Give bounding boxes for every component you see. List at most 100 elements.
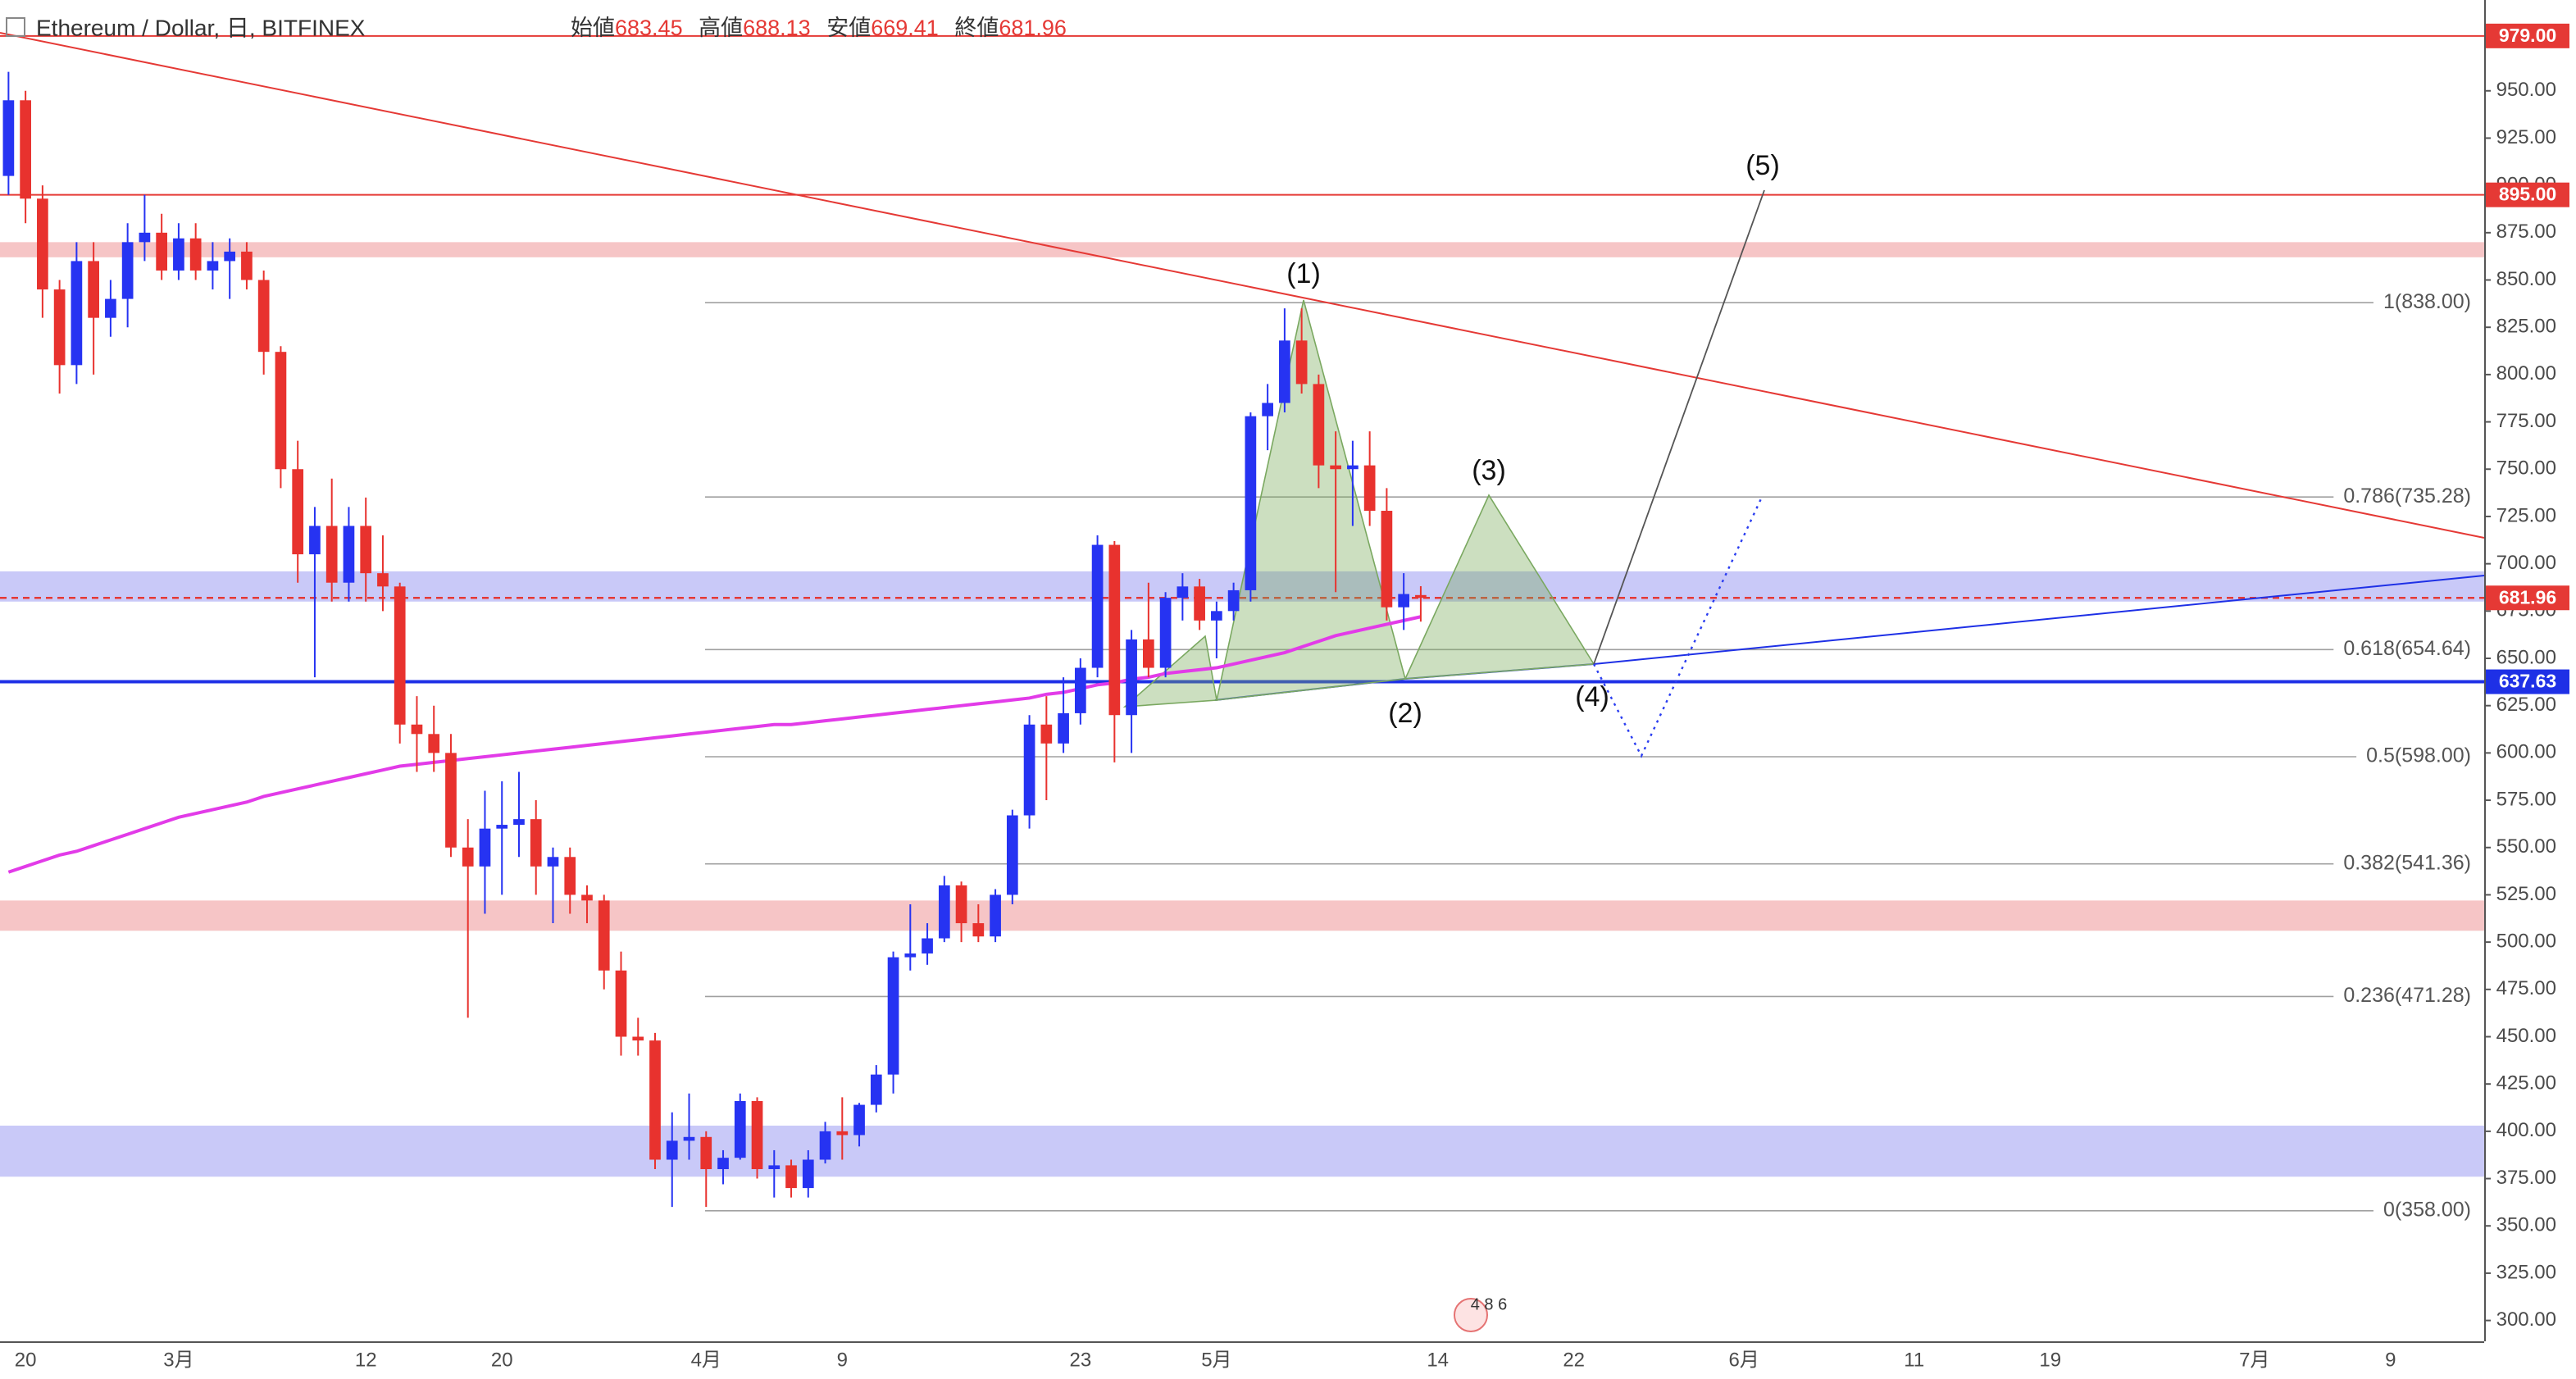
y-tick-label: 750.00 bbox=[2496, 457, 2556, 480]
y-tick-label: 550.00 bbox=[2496, 835, 2556, 858]
x-tick-label: 19 bbox=[2039, 1349, 2061, 1371]
y-tick-label: 500.00 bbox=[2496, 930, 2556, 952]
candle-body bbox=[173, 238, 184, 271]
candle-body bbox=[768, 1165, 781, 1170]
ohlc-value: 681.96 bbox=[999, 16, 1067, 40]
wave-label: (2) bbox=[1388, 698, 1422, 729]
trend-line bbox=[0, 32, 2485, 539]
y-tick-label: 725.00 bbox=[2496, 504, 2556, 526]
price-box-label: 895.00 bbox=[2499, 184, 2556, 205]
candle-body bbox=[275, 352, 287, 470]
event-icon[interactable] bbox=[1454, 1298, 1488, 1332]
candle-body bbox=[37, 198, 48, 290]
candle-body bbox=[2, 100, 15, 176]
candle-body bbox=[1227, 589, 1240, 612]
projection-line bbox=[1593, 189, 1765, 665]
candle-body bbox=[955, 885, 967, 924]
y-tick-label: 525.00 bbox=[2496, 883, 2556, 905]
y-tick-label: 875.00 bbox=[2496, 221, 2556, 243]
ohlc-label: 安値 bbox=[826, 16, 871, 40]
zone bbox=[0, 242, 2484, 257]
y-tick-label: 350.00 bbox=[2496, 1214, 2556, 1236]
candle-body bbox=[700, 1136, 712, 1170]
candle-body bbox=[922, 938, 933, 953]
x-tick-label: 20 bbox=[491, 1349, 513, 1371]
candle-body bbox=[870, 1074, 882, 1105]
header: Ethereum / Dollar, 日, BITFINEX 始値683.45 … bbox=[6, 15, 1507, 1332]
candle-body bbox=[717, 1158, 729, 1170]
candle-body bbox=[411, 724, 423, 735]
y-tick-label: 625.00 bbox=[2496, 694, 2556, 716]
y-tick-label: 925.00 bbox=[2496, 126, 2556, 148]
y-tick-label: 825.00 bbox=[2496, 316, 2556, 338]
candle-body bbox=[53, 289, 66, 366]
ohlc-header: 始値683.45 高値688.13 安値669.41 終値681.96 bbox=[571, 16, 1067, 40]
candle-body bbox=[445, 753, 457, 848]
candle-body bbox=[207, 261, 219, 271]
zone bbox=[0, 1125, 2484, 1177]
candle-body bbox=[513, 819, 525, 826]
candle-body bbox=[1279, 340, 1290, 403]
price-box-label: 681.96 bbox=[2499, 586, 2556, 608]
y-tick-label: 400.00 bbox=[2496, 1119, 2556, 1141]
candle-body bbox=[530, 819, 542, 867]
candle-body bbox=[615, 970, 627, 1037]
fib-label: 1(838.00) bbox=[2383, 290, 2471, 313]
candle-body bbox=[632, 1036, 644, 1041]
y-tick-label: 650.00 bbox=[2496, 646, 2556, 668]
candle-body bbox=[1126, 639, 1137, 716]
x-tick-label: 11 bbox=[1904, 1349, 1924, 1371]
candle-body bbox=[1381, 511, 1393, 608]
background-layer: 1(838.00) 0.786(735.28) 0.618(654.64) 0.5(5… bbox=[0, 34, 2484, 1221]
price-box-label: 979.00 bbox=[2499, 25, 2556, 46]
candle-body bbox=[564, 857, 576, 895]
candle-body bbox=[394, 586, 406, 725]
candle-body bbox=[189, 238, 202, 271]
drawings bbox=[0, 32, 2485, 758]
x-tick-label: 4月 bbox=[691, 1349, 721, 1371]
y-tick-label: 600.00 bbox=[2496, 741, 2556, 763]
candle-body bbox=[1347, 465, 1359, 470]
ohlc-value: 683.45 bbox=[615, 16, 683, 40]
series-layer bbox=[2, 71, 1427, 1208]
fib-label: 0.786(735.28) bbox=[2343, 485, 2471, 507]
ohlc-value: 688.13 bbox=[743, 16, 811, 40]
y-tick-label: 475.00 bbox=[2496, 977, 2556, 999]
candle-body bbox=[121, 242, 134, 299]
fib-label: 0.618(654.64) bbox=[2343, 637, 2471, 660]
price-box bbox=[2486, 23, 2569, 48]
y-tick-label: 300.00 bbox=[2496, 1308, 2556, 1331]
ohlc-label: 高値 bbox=[699, 16, 743, 40]
candle-body bbox=[428, 734, 440, 753]
moving-average bbox=[7, 615, 1422, 874]
x-tick-label: 6月 bbox=[1729, 1349, 1759, 1371]
y-tick-label: 775.00 bbox=[2496, 410, 2556, 432]
candle-body bbox=[649, 1040, 661, 1160]
candle-body bbox=[1330, 465, 1341, 470]
ohlc-value: 669.41 bbox=[871, 16, 939, 40]
y-tick-label: 800.00 bbox=[2496, 362, 2556, 385]
candle-body bbox=[751, 1100, 763, 1170]
y-tick-label: 700.00 bbox=[2496, 552, 2556, 574]
candle-body bbox=[734, 1100, 746, 1158]
candle-body bbox=[1040, 724, 1053, 744]
y-tick-label: 950.00 bbox=[2496, 79, 2556, 101]
candle-body bbox=[325, 526, 338, 583]
candle-body bbox=[1159, 598, 1172, 668]
candle-body bbox=[20, 100, 31, 199]
candle-body bbox=[938, 885, 950, 939]
y-tick-label: 325.00 bbox=[2496, 1261, 2556, 1283]
price-box bbox=[2486, 585, 2569, 611]
candle-body bbox=[71, 261, 83, 366]
candle-body bbox=[1108, 544, 1121, 716]
x-tick-label: 22 bbox=[1563, 1349, 1585, 1371]
candle-body bbox=[1194, 586, 1205, 621]
x-tick-label: 9 bbox=[837, 1349, 848, 1371]
candle-body bbox=[1006, 815, 1018, 895]
candle-body bbox=[496, 825, 508, 829]
candle-body bbox=[666, 1140, 678, 1160]
candle-body bbox=[462, 847, 474, 867]
